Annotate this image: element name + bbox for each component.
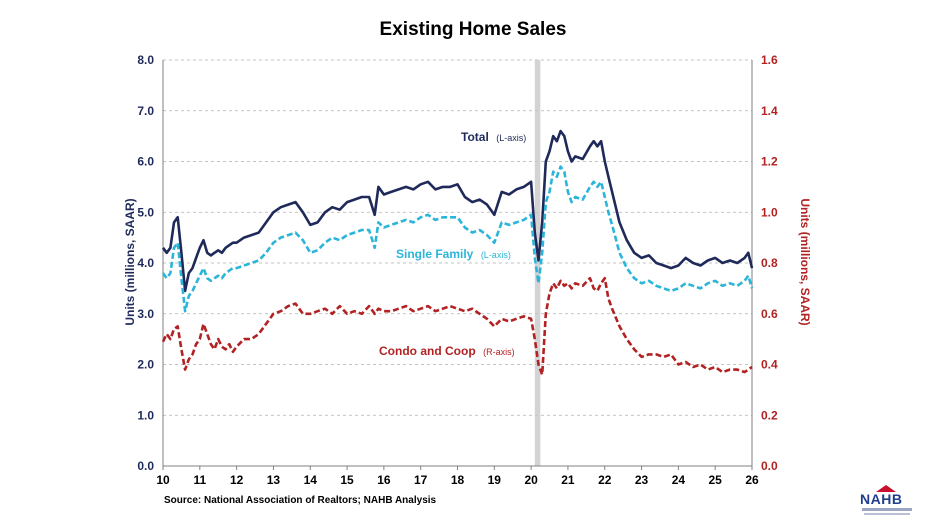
x-tick-label: 26 [745,473,759,487]
chart-title: Existing Home Sales [380,19,567,40]
x-tick-label: 22 [598,473,612,487]
annotation-total-name: Total [461,130,489,144]
left-tick-label: 4.0 [137,256,154,270]
x-tick-label: 13 [267,473,281,487]
x-tick-label: 11 [193,473,206,487]
grid-lines [163,59,752,416]
annotation-total: Total (L-axis) [461,128,526,145]
x-tick-label: 16 [377,473,391,487]
x-tick-label: 15 [340,473,354,487]
left-axis-ticks: 0.0 1.0 2.0 3.0 4.0 5.0 6.0 7.0 8.0 [137,53,154,473]
x-tick-label: 21 [561,473,575,487]
right-tick-label: 1.0 [761,205,778,219]
right-tick-label: 0.6 [761,307,778,321]
annotation-condo-name: Condo and Coop [379,344,476,358]
left-tick-label: 5.0 [137,205,154,219]
left-tick-label: 3.0 [137,307,154,321]
series-line-single-family [161,165,754,313]
right-tick-label: 0.4 [761,358,778,372]
recession-band [534,60,541,466]
logo-roof-icon [876,485,896,492]
x-tick-label: 25 [709,473,723,487]
left-tick-label: 0.0 [137,459,154,473]
series-line-condo-and-coop [161,276,753,376]
right-tick-label: 1.2 [761,155,778,169]
x-tick-label: 20 [524,473,538,487]
series-line-total [161,129,754,293]
x-tick-label: 12 [230,473,244,487]
x-tick-label: 17 [414,473,428,487]
right-axis-ticks: 0.0 0.2 0.4 0.6 0.8 1.0 1.2 1.4 1.6 [761,53,778,473]
nahb-logo: NAHB [856,485,914,521]
logo-tagline-bar [862,508,912,511]
annotation-total-axis: (L-axis) [496,133,526,143]
x-tick-label: 24 [672,473,686,487]
right-tick-label: 0.0 [761,459,778,473]
series-lines [161,129,754,376]
annotation-condo-axis: (R-axis) [483,347,515,357]
right-tick-label: 0.8 [761,256,778,270]
x-tick-label: 19 [488,473,502,487]
annotation-single-family-name: Single Family [396,247,474,261]
annotation-single-family: Single Family (L-axis) [396,245,511,262]
x-axis-ticks: 10 11 12 13 14 15 16 17 18 19 20 21 22 23 24 25 26 [156,466,759,487]
x-tick-label: 23 [635,473,649,487]
left-tick-label: 6.0 [137,155,154,169]
left-tick-label: 1.0 [137,408,154,422]
logo-tagline-bar-2 [864,513,910,515]
x-tick-label: 18 [451,473,465,487]
left-tick-label: 8.0 [137,53,154,67]
logo-text: NAHB [860,491,903,507]
source-note: Source: National Association of Realtors… [164,495,437,506]
x-tick-label: 14 [304,473,318,487]
left-tick-label: 7.0 [137,104,154,118]
annotation-single-family-axis: (L-axis) [481,250,511,260]
left-tick-label: 2.0 [137,358,154,372]
left-axis-label: Units (millions, SAAR) [123,198,137,325]
right-tick-label: 1.4 [761,104,778,118]
annotation-condo: Condo and Coop (R-axis) [379,342,515,359]
x-tick-label: 10 [156,473,170,487]
right-tick-label: 0.2 [761,408,778,422]
right-axis-label: Units (millions, SAAR) [798,198,812,325]
right-tick-label: 1.6 [761,53,778,67]
